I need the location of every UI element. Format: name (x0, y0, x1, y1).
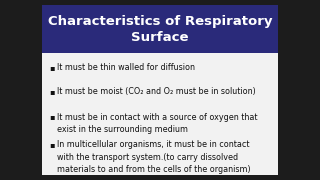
Text: It must be thin walled for diffusion: It must be thin walled for diffusion (57, 63, 195, 72)
Text: ▪: ▪ (50, 112, 55, 122)
Text: ▪: ▪ (50, 87, 55, 96)
Text: It must be in contact with a source of oxygen that
exist in the surrounding medi: It must be in contact with a source of o… (57, 112, 258, 134)
Text: In multicellular organisms, it must be in contact
with the transport system.(to : In multicellular organisms, it must be i… (57, 140, 251, 174)
Text: ▪: ▪ (50, 140, 55, 149)
Bar (42, 5, 278, 175)
Text: ▪: ▪ (50, 63, 55, 72)
Text: It must be moist (CO₂ and O₂ must be in solution): It must be moist (CO₂ and O₂ must be in … (57, 87, 256, 96)
Text: Characteristics of Respiratory
Surface: Characteristics of Respiratory Surface (48, 15, 272, 44)
Bar (42, 5, 278, 53)
